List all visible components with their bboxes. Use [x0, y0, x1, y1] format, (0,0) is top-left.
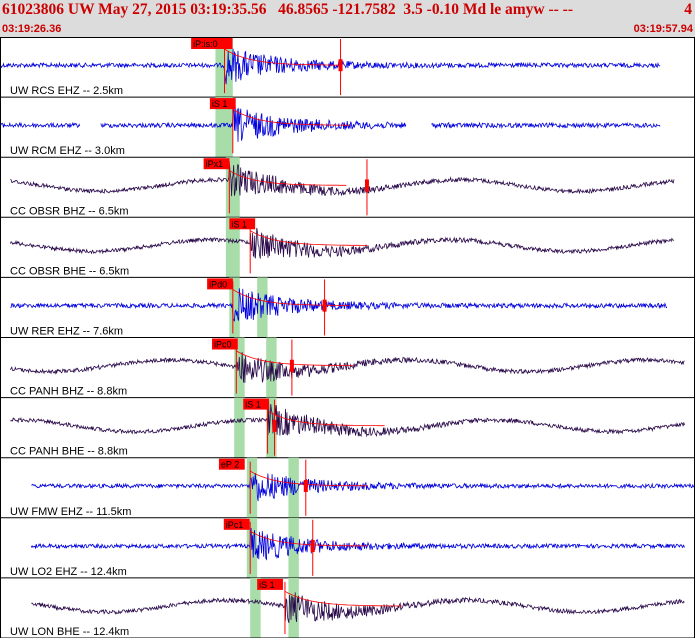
pick-label: eP 2 — [221, 460, 239, 470]
pick-window — [225, 217, 240, 278]
end-marker-box — [364, 179, 369, 192]
trace-row: iS 1 CC PANH BHE -- 8.8km — [0, 397, 695, 459]
event-title: 61023806 UW May 27, 2015 03:19:35.56 46.… — [2, 1, 574, 18]
pick-window — [288, 517, 299, 578]
waveform — [10, 403, 685, 438]
trace-row: iS 1 UW RCM EHZ -- 3.0km — [0, 97, 695, 158]
pick-label: iP:is:0 — [193, 39, 218, 49]
trace-row: iPc0 CC PANH BHZ -- 8.8km — [0, 337, 695, 399]
pick-window — [246, 457, 258, 518]
pick-window — [266, 397, 277, 458]
coda-curve — [228, 170, 347, 186]
waveform — [0, 48, 661, 85]
pick-label: iPx1 — [206, 159, 224, 169]
start-time-label: 03:19:26.36 — [2, 23, 62, 35]
pick-label-box — [209, 98, 236, 110]
coda-curve — [267, 410, 385, 427]
pick-label: iPd0 — [209, 279, 227, 289]
pick-label-box — [223, 518, 250, 530]
station-label: UW RCS EHZ -- 2.5km — [10, 85, 123, 97]
trace-row: iPd0 UW RER EHZ -- 7.6km — [0, 277, 695, 338]
coda-curve — [249, 530, 368, 547]
trace-row: iS 1 UW LON BHE -- 12.4km — [0, 577, 695, 638]
trace-row: iS 1 CC OBSR BHE -- 6.5km — [0, 217, 695, 278]
station-label: UW LON BHE -- 12.4km — [10, 626, 129, 638]
end-marker-box — [310, 540, 315, 553]
pick-label-box — [257, 578, 283, 590]
pick-label: iPc1 — [226, 520, 244, 530]
waveform — [0, 106, 661, 142]
station-label: CC OBSR BHE -- 6.5km — [10, 265, 129, 277]
end-marker-box — [303, 479, 308, 492]
trace-row: iPx1 CC OBSR BHZ -- 6.5km — [0, 157, 695, 218]
pick-label: iS 1 — [259, 580, 275, 590]
pick-label-box — [203, 158, 230, 170]
pick-window — [229, 277, 240, 338]
coda-curve — [224, 48, 342, 66]
coda-curve — [232, 108, 350, 126]
end-marker-box — [322, 299, 327, 312]
waveform — [10, 227, 675, 259]
coda-curve — [284, 590, 402, 607]
pick-label-box — [191, 38, 233, 49]
waveform — [10, 164, 675, 197]
station-label: UW RCM EHZ -- 3.0km — [10, 145, 125, 157]
pick-label-box — [229, 218, 256, 230]
pick-window — [288, 457, 299, 518]
seismogram-plot[interactable]: iP:is:0 UW RCS EHZ -- 2.5km iS 1 UW RCM EHZ… — [0, 37, 695, 638]
end-marker-box — [272, 419, 277, 432]
pick-window — [215, 97, 233, 158]
pick-label: iS 1 — [212, 99, 228, 109]
end-time-label: 03:19:57.94 — [633, 23, 693, 35]
station-label: CC OBSR BHZ -- 6.5km — [10, 205, 129, 217]
station-label: UW RER EHZ -- 7.6km — [10, 326, 123, 338]
station-label: CC PANH BHZ -- 8.8km — [10, 386, 127, 398]
pick-label-box — [207, 278, 233, 290]
pick-label: iS 1 — [231, 219, 247, 229]
trace-row: iPc1 UW LO2 EHZ -- 12.4km — [0, 517, 695, 579]
end-marker-box — [338, 59, 343, 72]
coda-curve — [232, 288, 350, 306]
trace-row: iP:is:0 UW RCS EHZ -- 2.5km — [0, 37, 695, 98]
pick-window — [234, 397, 245, 458]
event-title-extra: 4 — [684, 1, 692, 18]
header-bar: 61023806 UW May 27, 2015 03:19:35.56 46.… — [0, 0, 695, 38]
station-label: UW LO2 EHZ -- 12.4km — [10, 566, 127, 578]
pick-label-box — [218, 458, 245, 470]
waveform — [31, 473, 695, 502]
station-label: CC PANH BHE -- 8.8km — [10, 446, 128, 458]
waveform — [30, 527, 685, 561]
pick-label-box — [211, 338, 238, 350]
pick-label-box — [243, 398, 270, 410]
station-label: UW FMW EHZ -- 11.5km — [10, 506, 131, 518]
coda-curve — [249, 230, 368, 246]
pick-label: iPc0 — [214, 340, 232, 350]
waveform — [10, 352, 685, 383]
end-marker-box — [289, 359, 294, 372]
waveform — [31, 592, 685, 624]
pick-window — [250, 577, 261, 638]
waveform — [10, 288, 668, 322]
pick-label: iS 1 — [245, 400, 261, 410]
trace-row: eP 2 UW FMW EHZ -- 11.5km — [0, 457, 695, 519]
